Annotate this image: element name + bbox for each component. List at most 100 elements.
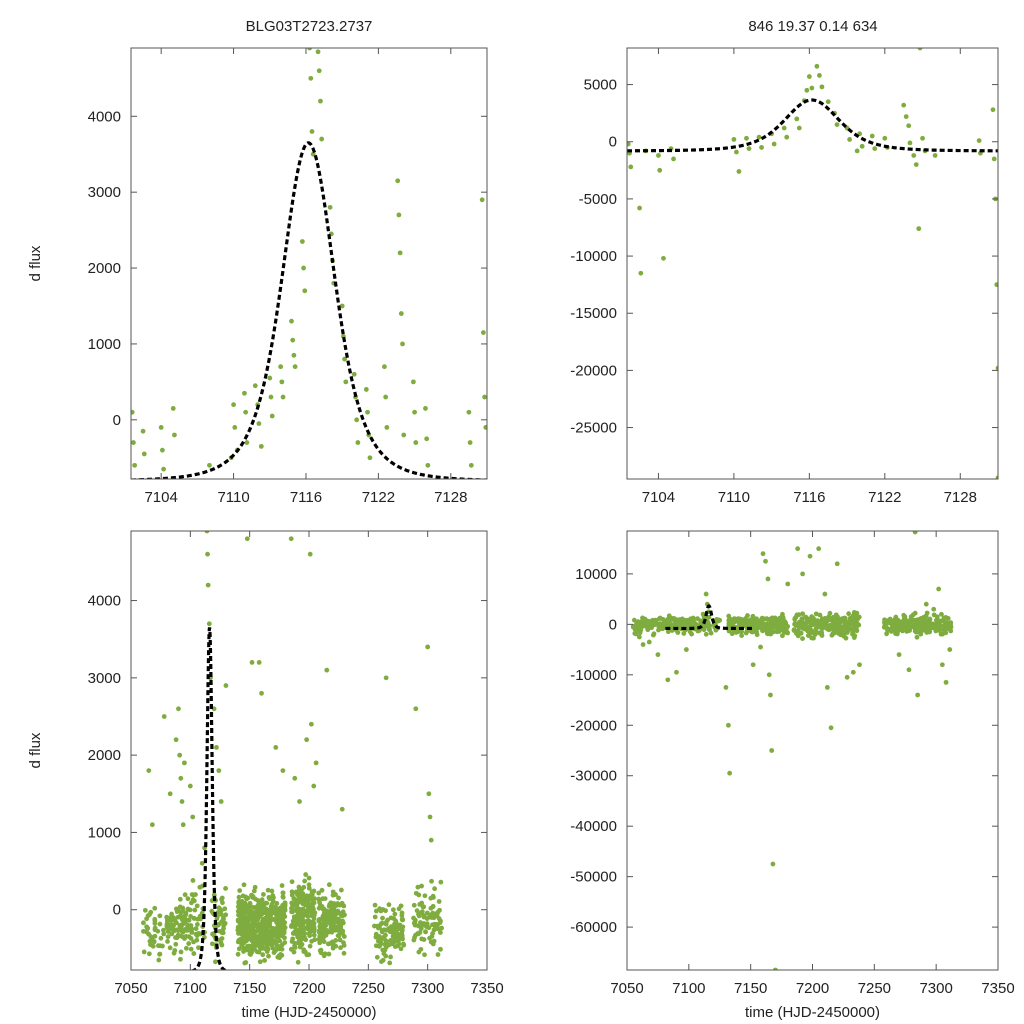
data-point: [191, 898, 197, 904]
data-point: [190, 814, 196, 820]
data-point: [289, 892, 295, 898]
data-point: [197, 931, 203, 937]
data-point: [252, 383, 258, 389]
data-point: [146, 768, 152, 773]
data-point: [273, 906, 279, 911]
data-point: [265, 907, 271, 913]
data-point: [760, 627, 765, 633]
data-point: [414, 908, 420, 914]
data-point: [147, 912, 152, 917]
data-point: [301, 949, 307, 954]
data-point: [630, 624, 636, 630]
y-tick-label: 0: [113, 902, 121, 919]
data-point: [413, 440, 419, 445]
data-point: [818, 625, 824, 630]
data-point: [667, 616, 673, 621]
data-point: [726, 618, 732, 623]
data-point: [825, 617, 831, 623]
data-point: [308, 721, 314, 727]
data-point: [304, 737, 310, 743]
data-point: [318, 950, 324, 956]
data-point: [251, 923, 257, 929]
data-point: [656, 153, 661, 158]
data-point: [341, 943, 347, 948]
data-point: [152, 921, 158, 926]
data-point: [330, 889, 336, 895]
data-point: [850, 630, 856, 636]
data-point: [914, 625, 920, 630]
data-point: [438, 879, 444, 885]
data-point: [339, 303, 345, 309]
data-point: [177, 752, 183, 758]
data-point: [268, 394, 274, 400]
data-point: [398, 311, 404, 316]
data-point: [315, 49, 321, 55]
y-tick-label: 1000: [88, 336, 121, 353]
plot-area: [627, 48, 998, 479]
x-tick-label: 7104: [642, 489, 675, 506]
data-point: [268, 939, 273, 945]
data-point: [280, 768, 286, 773]
x-tick-label: 7250: [352, 980, 385, 997]
data-point: [271, 895, 276, 901]
data-point: [144, 924, 150, 930]
data-point: [261, 902, 267, 908]
y-tick-label: -10000: [570, 248, 617, 265]
data-point: [834, 122, 840, 127]
data-point: [430, 893, 436, 899]
data-point: [146, 951, 152, 957]
data-point: [846, 627, 852, 633]
data-point: [800, 616, 805, 622]
data-point: [791, 627, 797, 633]
data-point: [256, 659, 262, 665]
data-point: [273, 745, 279, 750]
data-point: [256, 421, 262, 427]
data-point: [882, 622, 888, 628]
data-point: [319, 915, 325, 921]
data-point: [339, 919, 345, 925]
data-point: [769, 748, 775, 753]
data-point: [411, 902, 417, 908]
data-point: [241, 930, 247, 936]
data-point: [763, 558, 768, 564]
data-point: [178, 956, 183, 962]
data-point: [288, 536, 294, 542]
x-axis-label: time (HJD-2450000): [745, 1004, 880, 1021]
data-point: [378, 937, 383, 943]
data-point: [703, 631, 709, 637]
data-point: [424, 910, 430, 916]
data-point: [388, 954, 393, 960]
data-point: [280, 394, 286, 400]
x-tick-label: 7150: [233, 980, 266, 997]
data-point: [765, 631, 771, 637]
data-point: [835, 630, 841, 636]
data-point: [158, 425, 164, 430]
data-point: [301, 884, 307, 890]
data-point: [416, 949, 422, 955]
data-point: [278, 364, 284, 370]
data-point: [773, 967, 778, 970]
data-point: [340, 913, 346, 919]
data-point: [990, 107, 996, 113]
data-point: [421, 937, 427, 942]
data-point: [914, 634, 920, 640]
model-curve: [189, 627, 231, 970]
data-point: [735, 616, 741, 622]
data-point: [645, 626, 651, 631]
data-point: [426, 791, 432, 797]
data-point: [948, 620, 954, 626]
data-point: [933, 622, 938, 628]
data-point: [218, 799, 224, 804]
data-point: [911, 153, 917, 158]
data-point: [932, 153, 938, 158]
data-point: [419, 883, 424, 889]
data-point: [250, 909, 255, 915]
y-tick-label: -15000: [570, 305, 617, 322]
data-point: [155, 943, 161, 949]
data-point: [160, 943, 165, 949]
data-point: [185, 896, 191, 902]
data-point: [173, 941, 179, 947]
x-tick-label: 7110: [217, 489, 249, 506]
data-point: [280, 894, 286, 900]
data-point: [976, 138, 982, 144]
